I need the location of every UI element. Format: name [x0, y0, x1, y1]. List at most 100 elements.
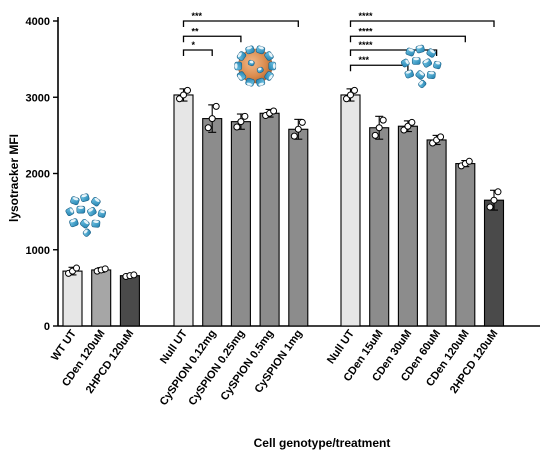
significance-label: * [192, 40, 196, 50]
data-point [465, 157, 473, 165]
ring-hole [428, 71, 435, 75]
significance-label: **** [359, 11, 374, 21]
data-point [270, 107, 278, 115]
ring-hole [83, 229, 88, 234]
cyclodextrin-ring [65, 207, 75, 217]
ring-hole [408, 48, 414, 52]
illustrations [65, 44, 442, 237]
ring-hole [268, 52, 273, 58]
cyclodextrin-ring [87, 207, 97, 217]
significance-label: *** [192, 11, 203, 21]
ring-hole [435, 61, 441, 65]
y-tick-label: 3000 [26, 92, 50, 104]
cyclodextrin-ring [70, 196, 80, 206]
bracket-line [349, 49, 438, 56]
cyclodextrin-ring [433, 60, 442, 70]
cyclodextrin-ring [415, 70, 426, 80]
cyclodextrin-ring [82, 228, 91, 237]
ring-hole [246, 82, 253, 86]
cyclodextrin-ring [236, 71, 247, 81]
data-point [233, 123, 241, 131]
cyclodextrin-ring [405, 47, 415, 57]
bar [230, 121, 251, 327]
data-point [379, 116, 387, 124]
bar [288, 128, 309, 327]
bar [455, 163, 476, 327]
cyclodextrin-ring [91, 219, 101, 228]
cyclodextrin-ring [264, 51, 274, 61]
cyclodextrin-ring [426, 71, 436, 79]
bracket-line [182, 20, 299, 27]
bar [202, 118, 223, 327]
significance-bracket: **** [349, 11, 495, 27]
bracket-line [349, 20, 495, 27]
cyspion-nanoparticle-icon [234, 45, 277, 87]
bar [119, 275, 140, 327]
ring-hole [258, 82, 264, 86]
bar [259, 112, 280, 327]
data-point [298, 118, 306, 126]
category-label: WT UT [49, 328, 79, 364]
ring-hole [69, 208, 74, 213]
cyclodextrin-ring [247, 59, 255, 67]
data-point [347, 91, 354, 99]
data-point [490, 196, 498, 204]
bracket-line [349, 64, 409, 72]
y-tick-label: 4000 [26, 16, 50, 28]
data-point [437, 133, 445, 141]
data-point [237, 118, 245, 126]
significance-label: *** [359, 55, 370, 65]
ring-hole [413, 57, 420, 61]
bar [340, 94, 361, 327]
significance-bracket: ** [182, 26, 242, 43]
ring-hole [258, 67, 262, 71]
significance-label: ** [192, 26, 200, 36]
ring-hole [430, 49, 435, 54]
bar [426, 139, 447, 327]
data-point [408, 118, 416, 126]
cyclodextrin-ring [418, 79, 427, 89]
significance-label: **** [359, 40, 374, 50]
cyclodextrin-ring [245, 77, 255, 87]
ring-hole [268, 74, 273, 80]
ring-hole [94, 197, 100, 202]
ring-hole [70, 219, 76, 223]
ring-hole [237, 74, 242, 80]
cyclodextrin-ring [415, 44, 425, 54]
data-point [208, 115, 216, 123]
ring-hole [100, 210, 105, 214]
ring-body [82, 228, 91, 237]
cyclodextrin-ring [76, 205, 86, 214]
x-axis-label: Cell genotype/treatment [254, 436, 391, 450]
significance-bracket: * [182, 40, 213, 56]
category-label: CySPION 0.5mg [219, 328, 277, 403]
ring-body [418, 79, 427, 89]
significance-label: **** [359, 26, 374, 36]
cyclodextrin-cluster-icon [65, 193, 106, 237]
ring-hole [81, 194, 88, 198]
cyclodextrin-ring [422, 58, 433, 68]
data-point [212, 102, 220, 110]
significance-bracket: *** [349, 55, 409, 72]
bar [369, 127, 390, 327]
cyclodextrin-ring [236, 51, 247, 61]
ring-hole [405, 70, 412, 74]
data-point [371, 131, 379, 139]
cyclodextrin-ring [80, 218, 90, 229]
data-point [180, 91, 187, 99]
data-point [290, 132, 298, 140]
bracket-line [349, 35, 466, 43]
ring-hole [272, 63, 276, 69]
ring-hole [88, 208, 94, 212]
cyclodextrin-ring [255, 77, 266, 87]
cyclodextrin-ring [97, 209, 106, 218]
ring-hole [72, 197, 79, 201]
ring-hole [419, 71, 424, 76]
data-point [294, 125, 302, 133]
cyclodextrin-ring [256, 66, 264, 74]
cyclodextrin-ring [80, 193, 90, 202]
cyclodextrin-ring [400, 58, 410, 68]
y-tick-label: 0 [44, 321, 50, 333]
y-tick-label: 2000 [26, 169, 50, 181]
